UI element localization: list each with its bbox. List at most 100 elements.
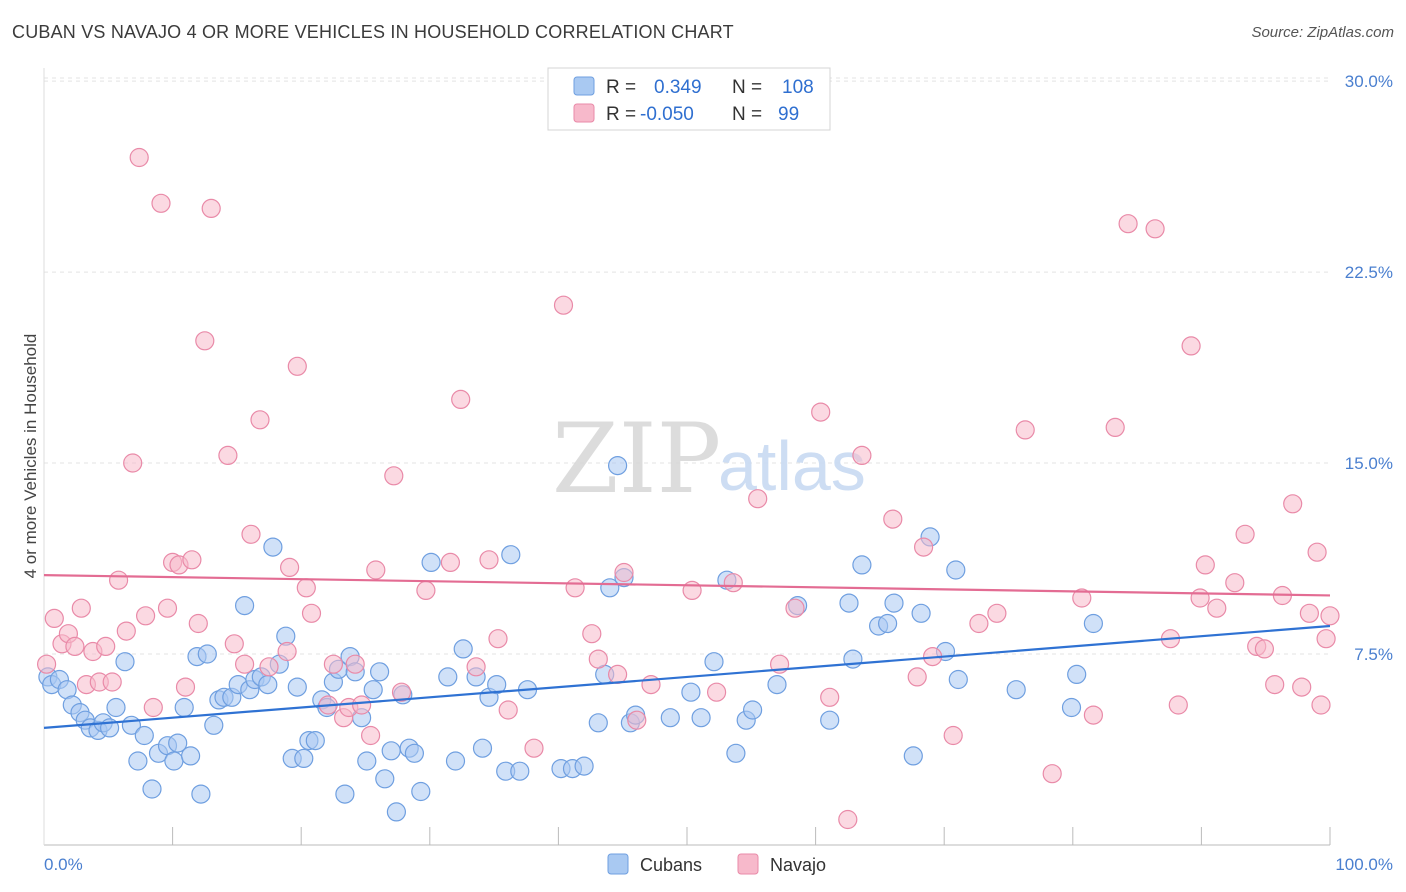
- cubans-point: [357, 751, 377, 771]
- navajo-point: [588, 649, 608, 669]
- y-tick-label: 30.0%: [1345, 72, 1393, 91]
- navajo-point: [565, 578, 585, 598]
- trend-lines: [43, 573, 1331, 729]
- legend-r-label-cubans: R =: [606, 77, 636, 98]
- cubans-point: [204, 715, 224, 735]
- navajo-point: [1015, 420, 1035, 440]
- legend-swatch-navajo: [573, 103, 595, 123]
- navajo-point: [607, 664, 628, 685]
- navajo-point: [296, 578, 316, 598]
- cubans-point: [370, 662, 390, 682]
- navajo-point: [1283, 494, 1303, 514]
- navajo-point: [116, 621, 136, 641]
- navajo-point: [182, 550, 202, 570]
- cubans-point: [510, 761, 530, 781]
- cubans-point: [287, 677, 307, 697]
- navajo-point: [820, 687, 840, 707]
- navajo-point: [36, 654, 57, 674]
- cubans-point: [501, 545, 521, 565]
- watermark-atlas-text: atlas: [718, 427, 866, 505]
- cubans-point: [852, 555, 872, 575]
- x-axis-ticks: [172, 827, 1331, 845]
- navajo-point: [277, 641, 297, 662]
- cubans-point: [726, 743, 746, 763]
- cubans-point: [181, 746, 201, 766]
- cubans-point: [820, 710, 840, 730]
- cubans-point: [404, 743, 424, 763]
- navajo-point: [201, 198, 221, 218]
- x-tick-label-max: 100.0%: [1335, 855, 1393, 874]
- cubans-point: [948, 669, 968, 690]
- navajo-point: [907, 667, 927, 687]
- navajo-point: [102, 672, 122, 692]
- cubans-point: [1067, 664, 1087, 685]
- cubans-point: [168, 733, 188, 753]
- cubans-point: [453, 639, 473, 659]
- cubans-point: [704, 652, 724, 672]
- cubans-point: [588, 713, 608, 733]
- navajo-point: [235, 654, 255, 674]
- navajo-point: [1083, 705, 1104, 725]
- cubans-trend-line: [43, 624, 1331, 729]
- navajo-point: [1190, 588, 1210, 608]
- navajo-point: [723, 573, 743, 593]
- navajo-point: [1292, 677, 1312, 697]
- navajo-point: [969, 613, 989, 634]
- legend-r-label-navajo: R =: [606, 104, 636, 125]
- cubans-point: [839, 593, 859, 613]
- navajo-point: [287, 356, 307, 376]
- watermark-zip-text: ZIP: [552, 403, 721, 515]
- navajo-point: [1105, 417, 1125, 437]
- cubans-point: [472, 738, 493, 758]
- navajo-point: [852, 445, 872, 465]
- cubans-point: [128, 751, 148, 771]
- navajo-point: [157, 598, 178, 618]
- navajo-trend-line: [43, 573, 1331, 597]
- cubans-point: [294, 748, 314, 769]
- navajo-point: [451, 389, 471, 409]
- cubans-point: [386, 802, 406, 822]
- navajo-point: [498, 700, 518, 720]
- y-axis-label: 4 or more Vehicles in Household: [21, 334, 40, 579]
- cubans-point: [877, 613, 898, 634]
- cubans-point: [487, 674, 507, 695]
- correlation-legend: R = 0.349 N = 108 R = -0.050 N = 99: [547, 67, 831, 131]
- chart-source: Source: ZipAtlas.com: [1251, 24, 1394, 41]
- navajo-point: [195, 331, 215, 351]
- legend-n-label-navajo: N =: [732, 104, 762, 125]
- navajo-point: [1042, 764, 1062, 784]
- navajo-point: [553, 295, 574, 315]
- navajo-point: [366, 560, 386, 580]
- navajo-point: [1299, 603, 1320, 623]
- navajo-point: [143, 697, 163, 718]
- legend-n-value-navajo: 99: [778, 104, 799, 125]
- navajo-point: [811, 402, 831, 422]
- cubans-point: [335, 784, 355, 804]
- series-legend: Cubans Navajo: [607, 853, 826, 875]
- y-tick-label: 22.5%: [1345, 263, 1393, 282]
- navajo-point: [218, 445, 238, 465]
- grid-lines: [44, 77, 1330, 655]
- cubans-point: [235, 595, 255, 616]
- navajo-point: [241, 524, 261, 544]
- navajo-point: [136, 606, 156, 626]
- navajo-point: [1118, 214, 1138, 234]
- navajo-point: [416, 580, 436, 601]
- navajo-point: [987, 603, 1007, 623]
- cubans-point: [607, 456, 628, 476]
- navajo-point: [175, 677, 196, 697]
- cubans-point: [681, 682, 701, 702]
- cubans-point: [742, 700, 763, 720]
- navajo-point: [1168, 695, 1188, 715]
- navajo-point: [1145, 219, 1165, 239]
- navajo-point: [838, 809, 858, 830]
- navajo-point: [1311, 695, 1331, 715]
- navajo-point: [524, 738, 544, 758]
- navajo-point: [391, 682, 412, 702]
- cubans-point: [263, 537, 283, 557]
- cubans-point: [174, 697, 194, 718]
- navajo-point: [1235, 524, 1255, 544]
- navajo-point: [250, 410, 270, 430]
- series-legend-swatch-cubans: [607, 853, 629, 875]
